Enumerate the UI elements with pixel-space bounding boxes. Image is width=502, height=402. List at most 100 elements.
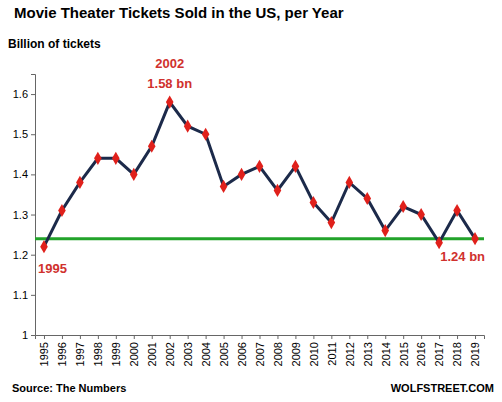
y-tick-label: 1 (22, 329, 28, 341)
x-tick-label: 1995 (38, 342, 50, 366)
x-tick: 2012 (344, 335, 356, 366)
data-point (94, 152, 102, 165)
data-point (381, 224, 389, 237)
x-tick: 2003 (182, 335, 194, 366)
x-tick: 2007 (254, 335, 266, 366)
x-tick-mark (80, 335, 81, 339)
y-tick-mark (31, 215, 35, 216)
x-tick-mark (62, 335, 63, 339)
x-tick: 1997 (74, 335, 86, 366)
y-tick-mark (31, 255, 35, 256)
x-tick: 2018 (451, 335, 463, 366)
x-tick-mark (385, 335, 386, 339)
data-point (166, 96, 174, 109)
y-tick-mark (31, 335, 35, 336)
x-tick-label: 2005 (218, 342, 230, 366)
x-tick-label: 2006 (236, 342, 248, 366)
x-tick-label: 2012 (344, 342, 356, 366)
x-tick-mark (134, 335, 135, 339)
x-tick-label: 2018 (451, 342, 463, 366)
x-tick: 1999 (110, 335, 122, 366)
x-tick-label: 2013 (362, 342, 374, 366)
data-point (148, 140, 156, 153)
x-tick-mark (98, 335, 99, 339)
data-point (202, 128, 210, 141)
x-tick-mark (44, 335, 45, 339)
x-tick-mark (224, 335, 225, 339)
x-tick: 1998 (92, 335, 104, 366)
y-tick-label: 1.2 (13, 249, 28, 261)
x-tick: 2009 (290, 335, 302, 366)
x-tick-mark (475, 335, 476, 339)
annotation: 1995 (38, 261, 67, 276)
data-point (220, 180, 228, 193)
x-tick-label: 2009 (290, 342, 302, 366)
x-tick: 2008 (272, 335, 284, 366)
x-tick-mark (152, 335, 153, 339)
x-axis-line (36, 336, 485, 340)
x-tick: 2006 (236, 335, 248, 366)
y-tick-label: 1.6 (13, 88, 28, 100)
y-tick: 1.5 (13, 128, 35, 140)
x-tick-mark (242, 335, 243, 339)
x-tick: 2013 (362, 335, 374, 366)
x-tick: 2000 (128, 335, 140, 366)
data-point (184, 120, 192, 133)
source: Source: The Numbers (12, 382, 126, 394)
x-tick-mark (295, 335, 296, 339)
x-tick-mark (349, 335, 350, 339)
data-point (471, 232, 479, 245)
x-tick-label: 2015 (398, 342, 410, 366)
data-point (363, 192, 371, 205)
x-tick: 2017 (433, 335, 445, 366)
y-tick: 1.4 (13, 168, 35, 180)
y-tick-label: 1.1 (13, 289, 28, 301)
x-tick-label: 2008 (272, 342, 284, 366)
x-tick-mark (277, 335, 278, 339)
x-tick-label: 2007 (254, 342, 266, 366)
y-tick-mark (31, 94, 35, 95)
x-tick-mark (367, 335, 368, 339)
y-tick: 1.6 (13, 88, 35, 100)
x-tick-mark (313, 335, 314, 339)
credit: WOLFSTREET.COM (391, 382, 494, 394)
x-tick-label: 1999 (110, 342, 122, 366)
data-point (399, 200, 407, 213)
y-tick: 1 (22, 329, 35, 341)
x-tick-mark (170, 335, 171, 339)
x-tick: 2010 (308, 335, 320, 366)
x-tick-label: 1996 (56, 342, 68, 366)
data-point (40, 240, 48, 253)
plot-area (35, 96, 484, 254)
subtitle: Billion of tickets (8, 37, 101, 51)
data-point (76, 176, 84, 189)
x-tick-mark (331, 335, 332, 339)
x-tick-label: 2000 (128, 342, 140, 366)
x-tick-mark (439, 335, 440, 339)
data-point (238, 168, 246, 181)
x-tick: 2019 (469, 335, 481, 366)
data-point (292, 160, 300, 173)
x-tick-mark (206, 335, 207, 339)
data-point (435, 236, 443, 249)
y-tick: 1.1 (13, 289, 35, 301)
data-point (453, 204, 461, 217)
x-tick: 2014 (380, 335, 392, 366)
x-tick-label: 2010 (308, 342, 320, 366)
annotation: 1.58 bn (147, 76, 192, 91)
x-tick-label: 2002 (164, 342, 176, 366)
y-tick-label: 1.5 (13, 128, 28, 140)
data-point (328, 216, 336, 229)
x-tick-mark (188, 335, 189, 339)
x-tick-label: 2019 (469, 342, 481, 366)
x-tick-mark (116, 335, 117, 339)
chart: Movie Theater Tickets Sold in the US, pe… (0, 0, 502, 402)
x-tick-label: 2016 (415, 342, 427, 366)
data-point (346, 176, 354, 189)
x-tick-mark (421, 335, 422, 339)
data-point (310, 196, 318, 209)
data-line (44, 102, 475, 247)
x-tick-mark (457, 335, 458, 339)
x-tick: 2002 (164, 335, 176, 366)
x-tick: 2011 (326, 335, 338, 366)
